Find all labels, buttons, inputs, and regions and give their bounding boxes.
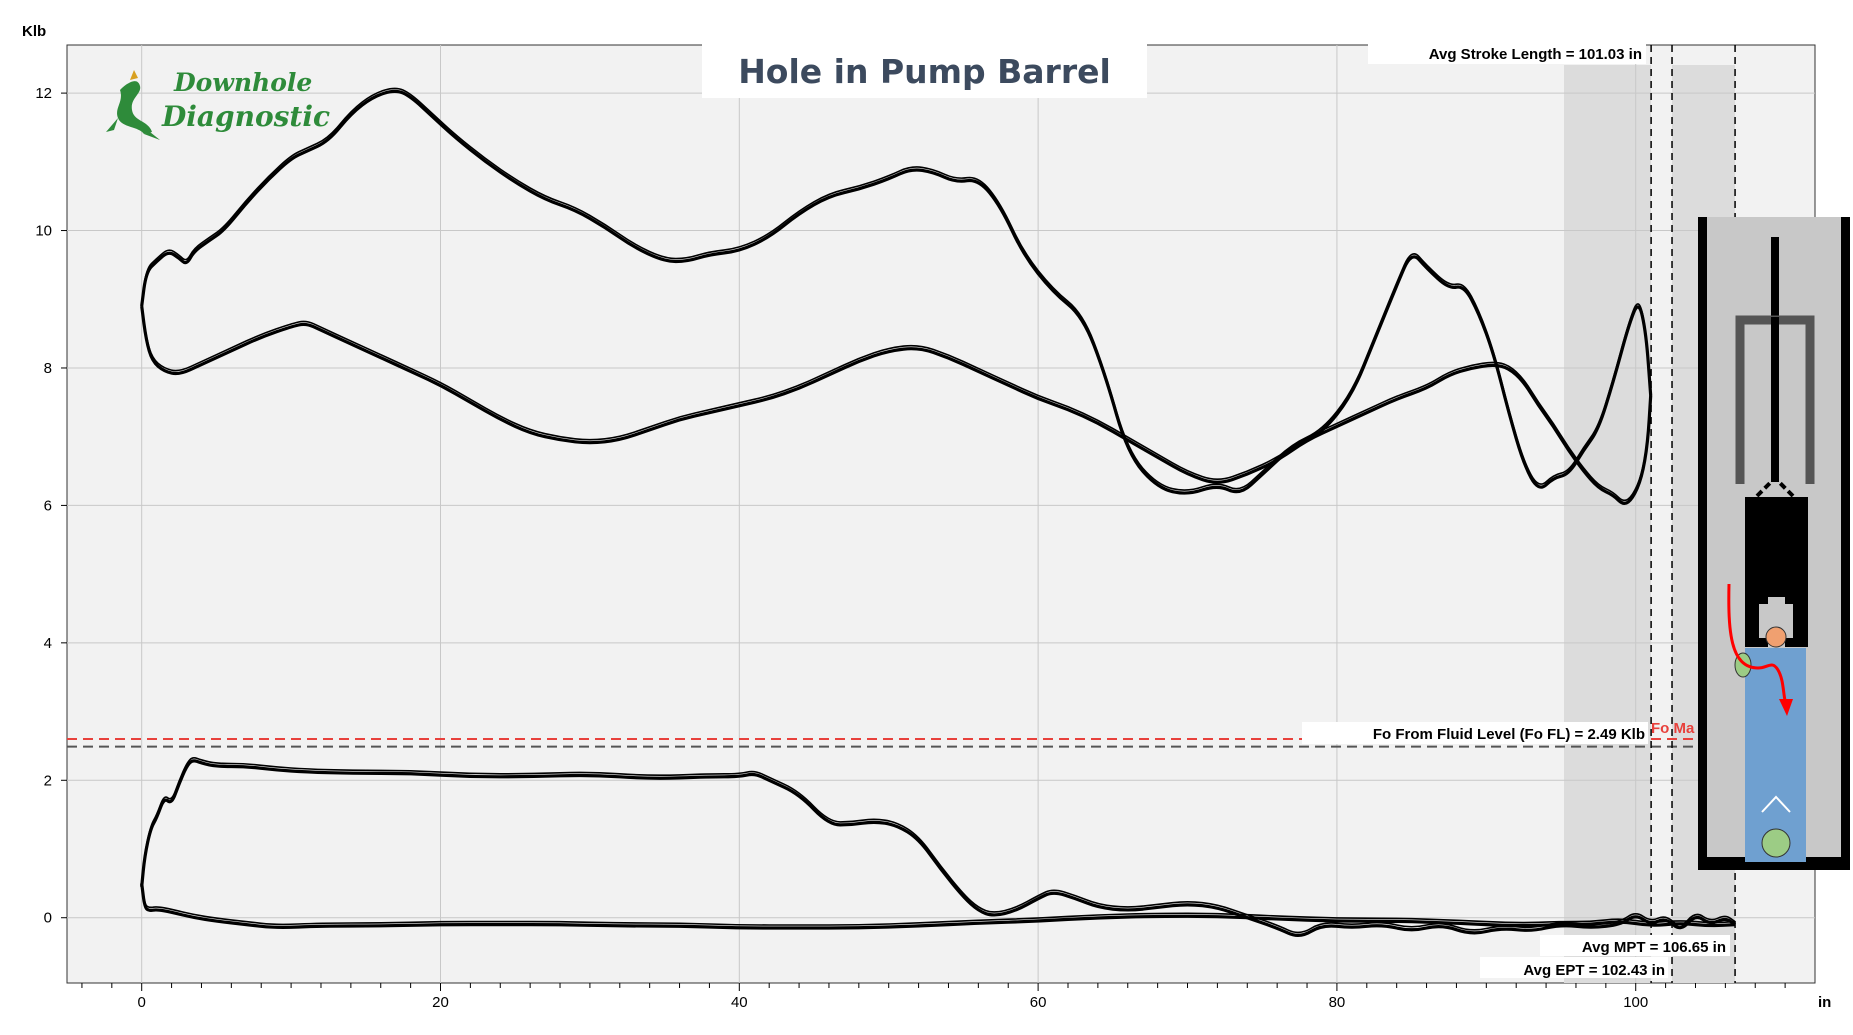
rod-arrow-icon — [1755, 475, 1795, 498]
y-axis-label: Klb — [22, 23, 46, 40]
y-tick-label-0: 0 — [44, 910, 52, 927]
chart-title-box: Hole in Pump Barrel — [702, 44, 1147, 98]
avg-mpt-label: Avg MPT = 106.65 in — [1582, 939, 1726, 956]
y-tick-label-10: 10 — [35, 223, 52, 240]
avg-ept-label: Avg EPT = 102.43 in — [1523, 962, 1665, 979]
dragon-logo-icon — [106, 70, 160, 140]
fo-fl-annotation: Fo From Fluid Level (Fo FL) = 2.49 Klb — [1302, 722, 1648, 744]
logo-line-2: Diagnostic — [162, 100, 331, 133]
card-curve-trace-1 — [140, 302, 1652, 502]
avg-ept-annotation: Avg EPT = 102.43 in — [1480, 957, 1668, 979]
x-tick-label-60: 60 — [1030, 994, 1047, 1011]
plunger-body — [1767, 497, 1785, 597]
y-tick-label-8: 8 — [44, 360, 52, 377]
card-curve-trace-0 — [140, 87, 1652, 491]
x-tick-label-20: 20 — [432, 994, 449, 1011]
leak-arrowhead-icon — [1779, 699, 1793, 716]
x-tick-label-0: 0 — [138, 994, 146, 1011]
pull-rod — [1771, 317, 1779, 482]
chart-title: Hole in Pump Barrel — [738, 51, 1111, 91]
avg-mpt-annotation: Avg MPT = 106.65 in — [1540, 935, 1730, 956]
x-tick-label-100: 100 — [1623, 994, 1648, 1011]
card-curve-1 — [140, 305, 1653, 505]
avg-stroke-length-annotation: Avg Stroke Length = 101.03 in — [1368, 42, 1646, 64]
polished-rod — [1771, 237, 1779, 317]
card-curve-trace-2 — [140, 757, 1736, 934]
y-tick-label-2: 2 — [44, 772, 52, 789]
axis-ticks: 0 2 4 6 8 10 12 0 20 40 60 80 100 — [35, 85, 1786, 1011]
shaded-region-0 — [1564, 65, 1652, 983]
standing-valve-arrow-icon — [1761, 795, 1791, 813]
plot-background — [66, 44, 1816, 984]
company-logo: Downhole Diagnostic — [100, 60, 340, 150]
card-curve-trace-3 — [140, 880, 1736, 926]
card-curve-2 — [140, 759, 1737, 937]
x-tick-label-80: 80 — [1329, 994, 1346, 1011]
x-axis-label: in — [1818, 994, 1831, 1011]
fo-max-label: Fo Ma — [1651, 720, 1695, 737]
pump-cards — [140, 87, 1737, 937]
leak-flow-arrow — [1727, 583, 1788, 706]
fo-fl-label: Fo From Fluid Level (Fo FL) = 2.49 Klb — [1373, 726, 1645, 743]
logo-line-1: Downhole — [174, 68, 313, 97]
x-tick-label-40: 40 — [731, 994, 748, 1011]
y-tick-label-12: 12 — [35, 85, 52, 102]
gridlines — [67, 45, 1815, 983]
y-tick-label-4: 4 — [44, 635, 52, 652]
card-curve-3 — [140, 883, 1736, 930]
pump-schematic — [1698, 217, 1850, 870]
standing-valve-ball — [1761, 828, 1791, 858]
y-tick-label-6: 6 — [44, 497, 52, 514]
traveling-valve-ball — [1765, 626, 1787, 648]
avg-stroke-length-label: Avg Stroke Length = 101.03 in — [1429, 46, 1642, 63]
card-curve-0 — [140, 89, 1653, 495]
